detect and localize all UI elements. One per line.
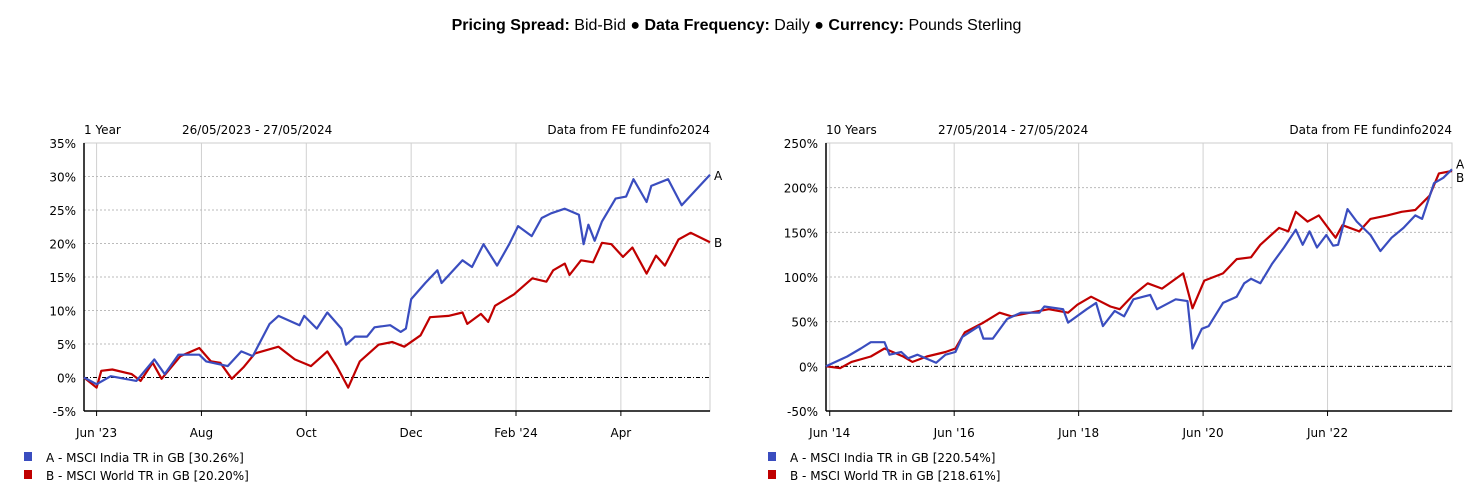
- separator-dot: ●: [814, 17, 824, 34]
- chart-date-range: 26/05/2023 - 27/05/2024: [182, 123, 332, 137]
- y-tick-label: 15%: [49, 271, 76, 285]
- frequency-label: Data Frequency:: [644, 17, 770, 34]
- legend-swatch-B: [24, 470, 32, 479]
- series-end-label-A: A: [714, 169, 723, 183]
- y-tick-label: 35%: [49, 137, 76, 151]
- x-tick-label: Oct: [296, 426, 317, 440]
- x-tick-label: Jun '23: [75, 426, 117, 440]
- chart-source: Data from FE fundinfo2024: [547, 123, 710, 137]
- y-tick-label: 100%: [784, 271, 818, 285]
- legend-label-A: A - MSCI India TR in GB [30.26%]: [46, 451, 244, 465]
- y-tick-label: 250%: [784, 137, 818, 151]
- x-tick-label: Aug: [190, 426, 213, 440]
- pricing-value: Bid-Bid: [574, 17, 626, 34]
- chart-2: 10 Years 27/05/2014 - 27/05/2024 Data from…: [768, 123, 1465, 483]
- currency-value: Pounds Sterling: [908, 17, 1022, 34]
- y-tick-label: -50%: [787, 405, 818, 419]
- legend-label-A: A - MSCI India TR in GB [220.54%]: [790, 451, 995, 465]
- series-line-A: [83, 174, 711, 386]
- y-tick-label: 10%: [49, 305, 76, 319]
- y-tick-label: 0%: [57, 372, 76, 386]
- chart-period: 10 Years: [826, 123, 877, 137]
- currency-label: Currency:: [828, 17, 904, 34]
- chart-1: 1 Year 26/05/2023 - 27/05/2024 Data from F…: [24, 123, 723, 483]
- chart-period: 1 Year: [84, 123, 121, 137]
- legend-swatch-B: [768, 470, 776, 479]
- legend-swatch-A: [24, 452, 32, 461]
- y-tick-label: -5%: [53, 405, 76, 419]
- y-tick-label: 25%: [49, 204, 76, 218]
- x-tick-label: Feb '24: [494, 426, 538, 440]
- legend-label-B: B - MSCI World TR in GB [20.20%]: [46, 469, 249, 483]
- frequency-value: Daily: [774, 17, 810, 34]
- chart-settings-header: Pricing Spread: Bid-Bid ● Data Frequency…: [0, 17, 1473, 35]
- series-end-label-B: B: [714, 236, 722, 250]
- x-tick-label: Apr: [610, 426, 631, 440]
- chart-date-range: 27/05/2014 - 27/05/2024: [938, 123, 1088, 137]
- series-end-label-A: A: [1456, 157, 1465, 171]
- x-tick-label: Jun '18: [1057, 426, 1099, 440]
- x-tick-label: Jun '14: [808, 426, 850, 440]
- series-line-B: [825, 169, 1453, 370]
- separator-dot: ●: [630, 17, 640, 34]
- pricing-label: Pricing Spread:: [451, 17, 570, 34]
- x-tick-label: Jun '16: [933, 426, 975, 440]
- legend-label-B: B - MSCI World TR in GB [218.61%]: [790, 469, 1000, 483]
- y-tick-label: 150%: [784, 226, 818, 240]
- y-tick-label: 50%: [791, 316, 818, 330]
- series-end-label-B: B: [1456, 171, 1464, 185]
- x-tick-label: Jun '22: [1306, 426, 1348, 440]
- series-line-B: [83, 231, 711, 389]
- legend-swatch-A: [768, 452, 776, 461]
- series-line-A: [825, 168, 1453, 368]
- y-tick-label: 20%: [49, 238, 76, 252]
- x-tick-label: Dec: [400, 426, 423, 440]
- y-tick-label: 0%: [799, 360, 818, 374]
- y-tick-label: 30%: [49, 171, 76, 185]
- x-tick-label: Jun '20: [1182, 426, 1224, 440]
- y-tick-label: 200%: [784, 182, 818, 196]
- y-tick-label: 5%: [57, 338, 76, 352]
- chart-source: Data from FE fundinfo2024: [1289, 123, 1452, 137]
